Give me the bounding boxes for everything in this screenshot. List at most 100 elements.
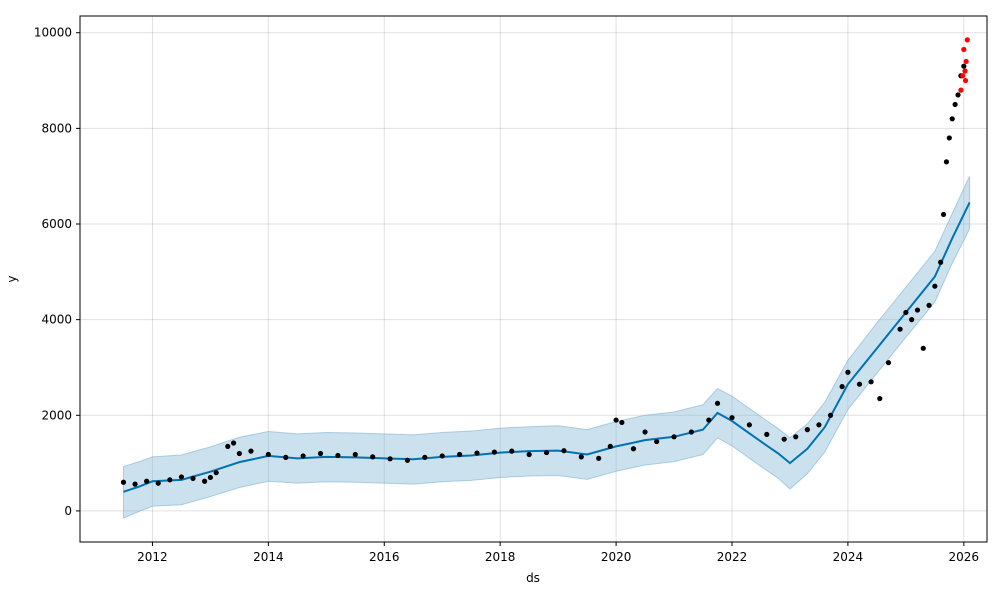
observed-point: [607, 443, 613, 449]
recent-point: [961, 46, 967, 53]
recent-point: [958, 87, 964, 93]
recent-point: [962, 77, 969, 84]
observed-point: [868, 379, 874, 385]
observed-point: [845, 369, 851, 375]
y-tick-label: 10000: [34, 26, 72, 40]
observed-point: [885, 360, 892, 366]
x-tick-label: 2026: [949, 550, 980, 564]
plot-frame: [79, 15, 988, 543]
observed-point: [914, 307, 921, 313]
observed-point: [178, 474, 185, 480]
observed-point: [729, 415, 735, 421]
uncertainty-band: [122, 175, 971, 519]
grid-lines: [80, 16, 987, 542]
observed-point: [654, 438, 660, 445]
x-tick-label: 2014: [253, 550, 284, 564]
observed-point: [317, 450, 324, 457]
observed-point: [230, 440, 237, 446]
observed-point: [596, 455, 602, 461]
observed-point: [856, 381, 863, 387]
observed-point: [943, 159, 950, 165]
y-axis-ticks: 0 2000 4000 6000 8000 10000: [34, 26, 80, 518]
observed-point: [642, 429, 648, 435]
y-tick-label: 2000: [41, 408, 72, 422]
observed-point: [877, 395, 883, 402]
uncertainty-area: [122, 175, 971, 519]
recent-point: [963, 58, 969, 65]
observed-point: [155, 480, 161, 486]
observed-point: [543, 449, 550, 456]
observed-point: [439, 453, 445, 459]
observed-point: [213, 470, 219, 476]
observed-point: [132, 481, 138, 487]
observed-point: [949, 116, 955, 122]
observed-point: [688, 429, 695, 435]
y-tick-label: 0: [64, 504, 72, 518]
observed-point: [422, 454, 428, 460]
observed-point: [207, 474, 213, 481]
observed-point: [926, 302, 932, 308]
observed-point: [671, 434, 677, 440]
observed-point: [961, 63, 967, 69]
forecast-line: [123, 202, 971, 493]
y-axis-label: y: [5, 275, 19, 282]
observed-point: [613, 417, 619, 423]
observed-point: [202, 478, 208, 484]
observed-point: [300, 453, 306, 459]
observed-point: [619, 419, 625, 426]
observed-point: [909, 317, 915, 323]
y-tick-label: 8000: [41, 121, 72, 135]
observed-point: [283, 454, 289, 460]
observed-point: [509, 448, 515, 454]
observed-point: [839, 383, 845, 390]
observed-point: [781, 436, 787, 442]
observed-point: [526, 451, 532, 458]
observed-point: [474, 450, 480, 456]
observed-point: [335, 452, 341, 459]
observed-point: [940, 211, 947, 218]
observed-point: [706, 417, 712, 423]
observed-point: [630, 446, 637, 452]
observed-point: [190, 475, 196, 482]
y-tick-label: 4000: [41, 313, 72, 327]
observed-point: [404, 457, 411, 463]
observed-point: [827, 412, 834, 418]
observed-point: [561, 448, 567, 454]
x-tick-label: 2016: [369, 550, 400, 564]
observed-point: [816, 422, 822, 428]
observed-point: [352, 451, 358, 458]
observed-point: [746, 422, 752, 428]
forecast-yhat-line: [123, 202, 971, 493]
observed-point: [578, 454, 584, 460]
recent-point: [964, 37, 970, 43]
observed-point: [955, 92, 961, 98]
y-tick-label: 6000: [41, 217, 72, 231]
x-tick-label: 2018: [485, 550, 516, 564]
x-axis-ticks: 2012 2014 2016 2018 2020 2022 2024 2026: [137, 542, 979, 564]
observed-point: [952, 101, 958, 108]
recent-point: [960, 73, 966, 79]
observed-point: [764, 431, 770, 438]
x-tick-label: 2022: [717, 550, 748, 564]
observed-point: [932, 283, 938, 289]
observed-point: [491, 449, 497, 455]
observed-point: [387, 456, 393, 462]
observed-point: [938, 259, 944, 265]
observed-point: [897, 326, 903, 332]
x-axis-label: ds: [526, 571, 540, 585]
x-tick-label: 2024: [833, 550, 864, 564]
observed-point: [225, 443, 231, 449]
observed-point: [248, 448, 254, 454]
recent-point: [962, 68, 968, 74]
x-tick-label: 2020: [601, 550, 632, 564]
observed-point: [265, 451, 271, 458]
observed-point: [920, 345, 926, 351]
observed-point: [793, 434, 799, 440]
observed-point: [370, 454, 376, 460]
observed-point: [167, 477, 173, 483]
recent-points: [958, 37, 970, 93]
observed-point: [236, 450, 242, 457]
observed-point: [946, 135, 952, 141]
